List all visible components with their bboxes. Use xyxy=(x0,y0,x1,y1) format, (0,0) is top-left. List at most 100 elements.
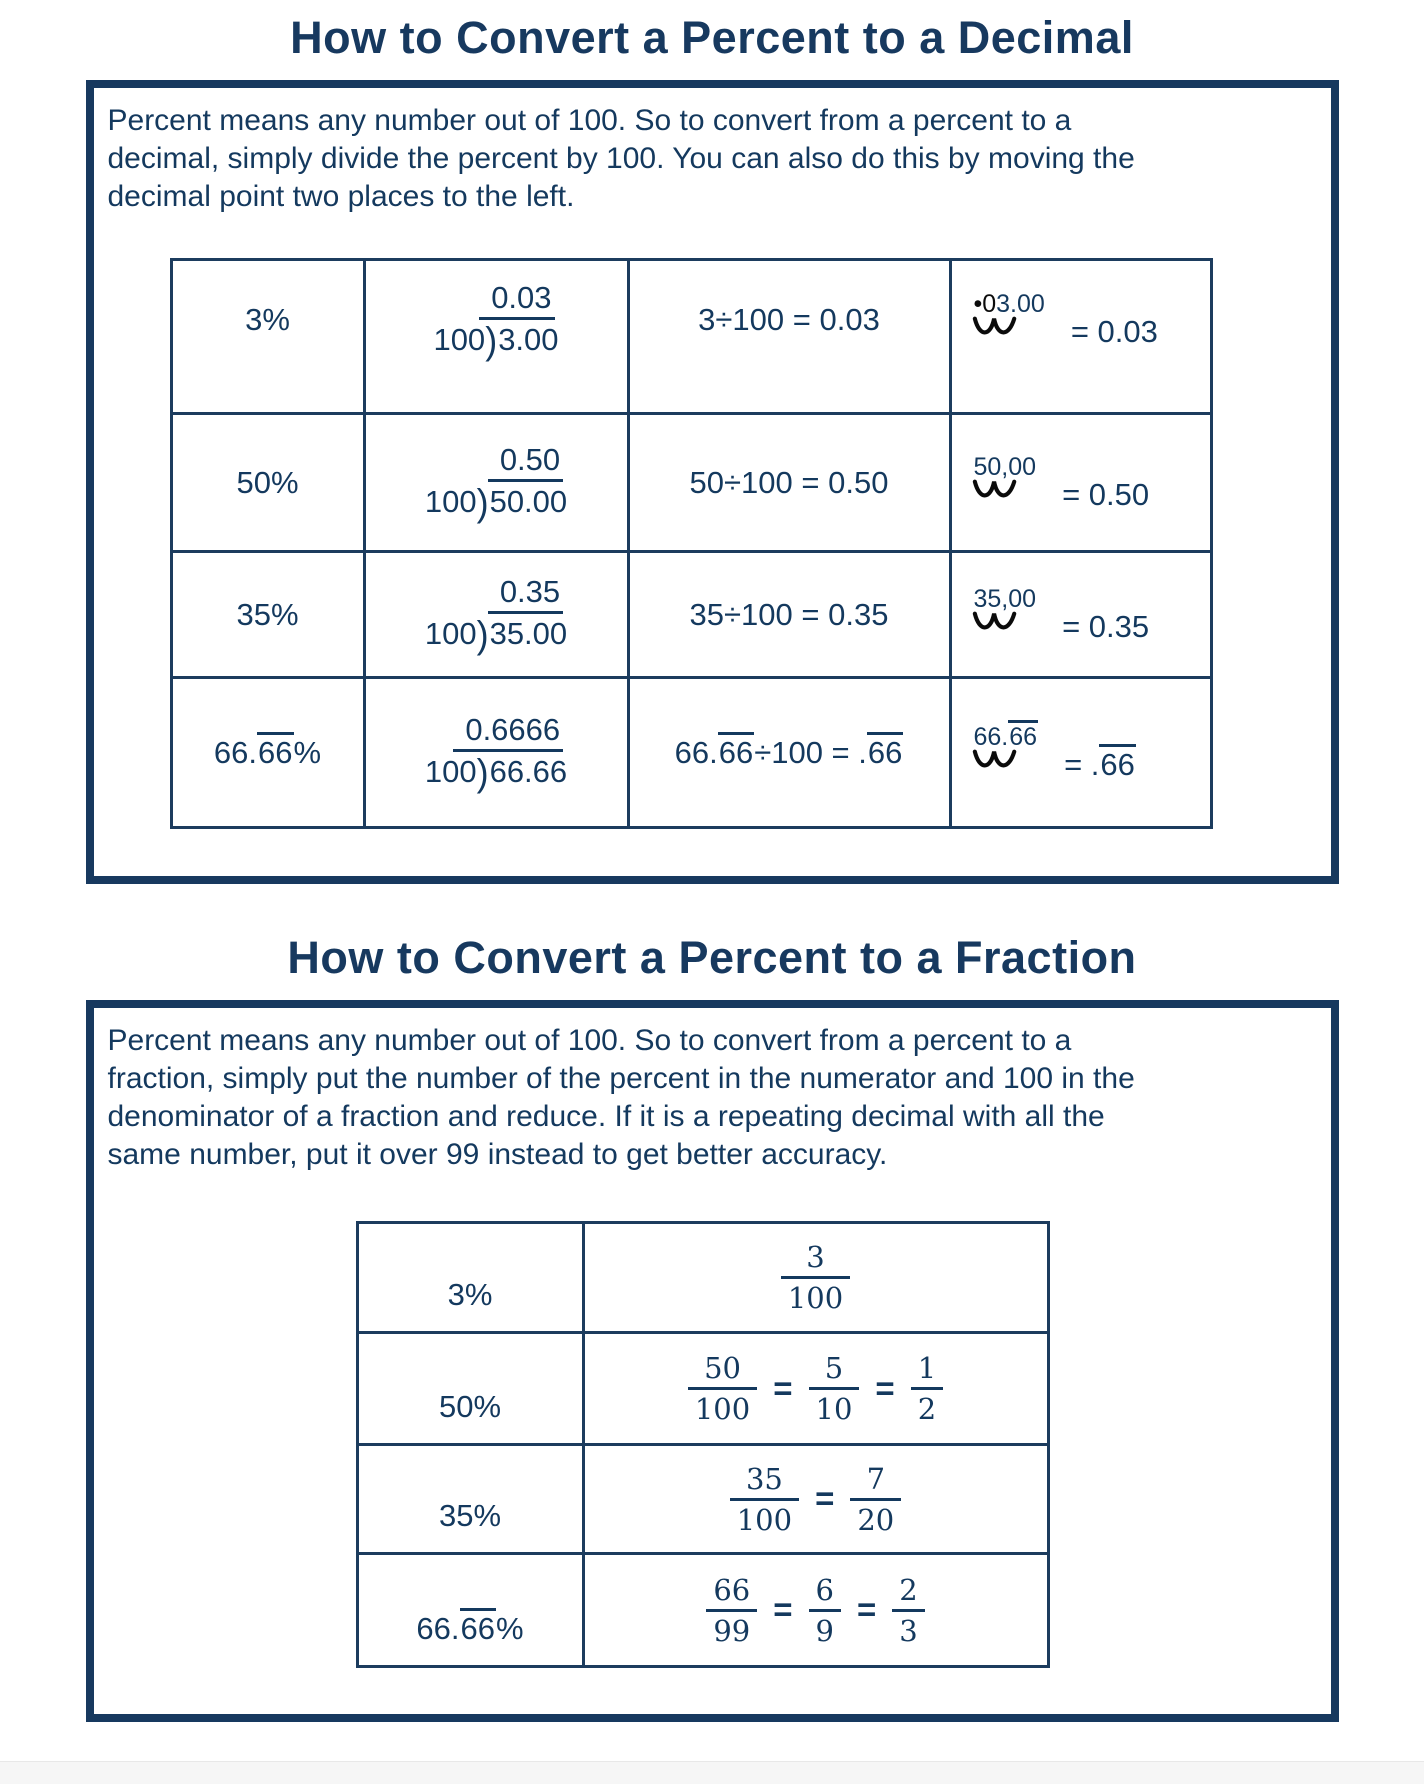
long-division: 0.35 100)35.00 xyxy=(424,575,568,656)
fraction-cell: 35 100 = 7 20 xyxy=(581,1443,1050,1555)
division-equation-cell: 3÷100 = 0.03 xyxy=(626,258,952,415)
decimal-hop-arrows-icon xyxy=(972,611,1016,629)
decimal-intro-paragraph: Percent means any number out of 100. So … xyxy=(108,102,1323,216)
percent-cell: 66.66% xyxy=(355,1552,585,1668)
fraction-bar xyxy=(729,1497,800,1501)
division-bracket-icon: ) xyxy=(485,318,498,362)
divisor: 100 xyxy=(424,754,477,789)
fraction: 7 20 xyxy=(850,1463,902,1536)
dividend: 66.66 xyxy=(489,754,568,789)
decimal-move-cell: 50,00 = 0.50 xyxy=(948,412,1213,553)
fraction-section-title: How to Convert a Percent to a Fraction xyxy=(287,932,1137,983)
repeating-overline: 66 xyxy=(459,1608,496,1646)
fraction: 35 100 xyxy=(729,1463,800,1536)
intro-line: decimal, simply divide the percent by 10… xyxy=(107,142,1135,175)
long-division-cell: 0.03 100)3.00 xyxy=(362,258,630,415)
intro-line: Percent means any number out of 100. So … xyxy=(107,104,1072,137)
table-row: 50% 0.50 100)50.00 50÷100 = 0.50 50,00 =… xyxy=(169,412,1213,553)
fraction-intro-paragraph: Percent means any number out of 100. So … xyxy=(108,1022,1323,1174)
long-division: 0.03 100)3.00 xyxy=(433,280,559,362)
equals-sign: = xyxy=(773,1591,793,1628)
decimal-instruction-panel: Percent means any number out of 100. So … xyxy=(85,80,1339,884)
divisor: 100 xyxy=(424,484,477,519)
dividend: 35.00 xyxy=(489,616,568,651)
hop-result: = 0.50 xyxy=(1062,476,1150,512)
fraction-bar xyxy=(910,1387,944,1390)
long-division: 0.6666 100)66.66 xyxy=(424,713,568,793)
fraction-bar xyxy=(850,1497,902,1501)
long-division: 0.50 100)50.00 xyxy=(424,443,568,524)
intro-line: Percent means any number out of 100. So … xyxy=(107,1024,1072,1057)
decimal-hop-figure: •03.00 xyxy=(972,290,1045,339)
equals-sign: = xyxy=(815,1480,835,1517)
fraction-bar xyxy=(687,1387,758,1390)
division-equation-cell: 66.66÷100 = .66 xyxy=(626,676,952,829)
repeating-overline: 66 xyxy=(1008,719,1039,751)
long-division-cell: 0.50 100)50.00 xyxy=(362,412,630,553)
decimal-hop-arrows-icon xyxy=(972,479,1016,497)
fraction: 3 100 xyxy=(780,1241,851,1314)
divisor: 100 xyxy=(424,616,477,651)
fraction-bar xyxy=(706,1608,758,1612)
equals-sign: = xyxy=(875,1369,895,1407)
decimal-hop-figure: 35,00 xyxy=(972,585,1036,634)
fraction: 50 100 xyxy=(687,1352,758,1425)
decimal-move-cell: 35,00 = 0.35 xyxy=(948,550,1213,679)
table-row: 66.66% 0.6666 100)66.66 66.66÷100 = .66 … xyxy=(169,676,1213,829)
intro-line: fraction, simply put the number of the p… xyxy=(107,1062,1135,1095)
repeating-overline: 66 xyxy=(866,731,904,770)
fraction: 5 10 xyxy=(808,1352,860,1425)
repeating-overline: 66 xyxy=(717,731,755,770)
hop-result: = .66 xyxy=(1064,743,1136,783)
repeating-overline: 66 xyxy=(1099,743,1136,782)
quotient: 0.03 xyxy=(479,280,555,320)
decimal-move-cell: 66.66 = .66 xyxy=(948,676,1213,829)
long-division-cell: 0.35 100)35.00 xyxy=(362,550,630,679)
hop-result: = 0.03 xyxy=(1070,314,1158,349)
dividend: 50.00 xyxy=(489,484,568,519)
dividend: 3.00 xyxy=(498,321,559,357)
decimal-hop-arrows-icon xyxy=(972,749,1016,767)
equals-sign: = xyxy=(773,1369,793,1407)
decimal-hop-figure: 50,00 xyxy=(972,453,1036,502)
division-bracket-icon: ) xyxy=(476,612,489,656)
intro-line: same number, put it over 99 instead to g… xyxy=(107,1138,888,1171)
percent-cell: 3% xyxy=(355,1221,585,1334)
table-row: 3% 0.03 100)3.00 3÷100 = 0.03 •03.00 = 0… xyxy=(169,258,1213,415)
repeating-overline: 66 xyxy=(257,731,294,770)
fraction: 66 99 xyxy=(706,1574,758,1647)
divisor: 100 xyxy=(433,321,486,357)
division-bracket-icon: ) xyxy=(476,480,489,524)
fraction-bar xyxy=(892,1608,925,1612)
percent-cell: 35% xyxy=(355,1443,585,1555)
percent-cell: 3% xyxy=(169,258,366,415)
percent-cell: 35% xyxy=(169,550,366,679)
decimal-move-cell: •03.00 = 0.03 xyxy=(948,258,1213,415)
hop-result: = 0.35 xyxy=(1062,608,1150,644)
equals-sign: = xyxy=(856,1591,877,1628)
table-row: 35% 0.35 100)35.00 35÷100 = 0.35 35,00 =… xyxy=(169,550,1213,679)
fraction-instruction-panel: Percent means any number out of 100. So … xyxy=(85,1000,1339,1722)
percent-cell: 50% xyxy=(169,412,366,553)
percent-cell: 50% xyxy=(355,1331,585,1446)
quotient: 0.35 xyxy=(487,575,564,614)
division-equation-cell: 35÷100 = 0.35 xyxy=(626,550,952,679)
decimal-section-title: How to Convert a Percent to a Decimal xyxy=(290,12,1134,63)
division-equation-cell: 50÷100 = 0.50 xyxy=(626,412,952,553)
decimal-hop-arrows-icon xyxy=(972,316,1016,335)
quotient: 0.6666 xyxy=(453,713,564,752)
fraction-bar xyxy=(780,1276,851,1279)
long-division-cell: 0.6666 100)66.66 xyxy=(362,676,630,829)
intro-line: decimal point two places to the left. xyxy=(107,180,575,213)
fraction-bar xyxy=(808,1387,860,1390)
percent-cell: 66.66% xyxy=(169,676,366,829)
intro-line: denominator of a fraction and reduce. If… xyxy=(107,1100,1105,1133)
fraction-bar xyxy=(808,1608,841,1612)
